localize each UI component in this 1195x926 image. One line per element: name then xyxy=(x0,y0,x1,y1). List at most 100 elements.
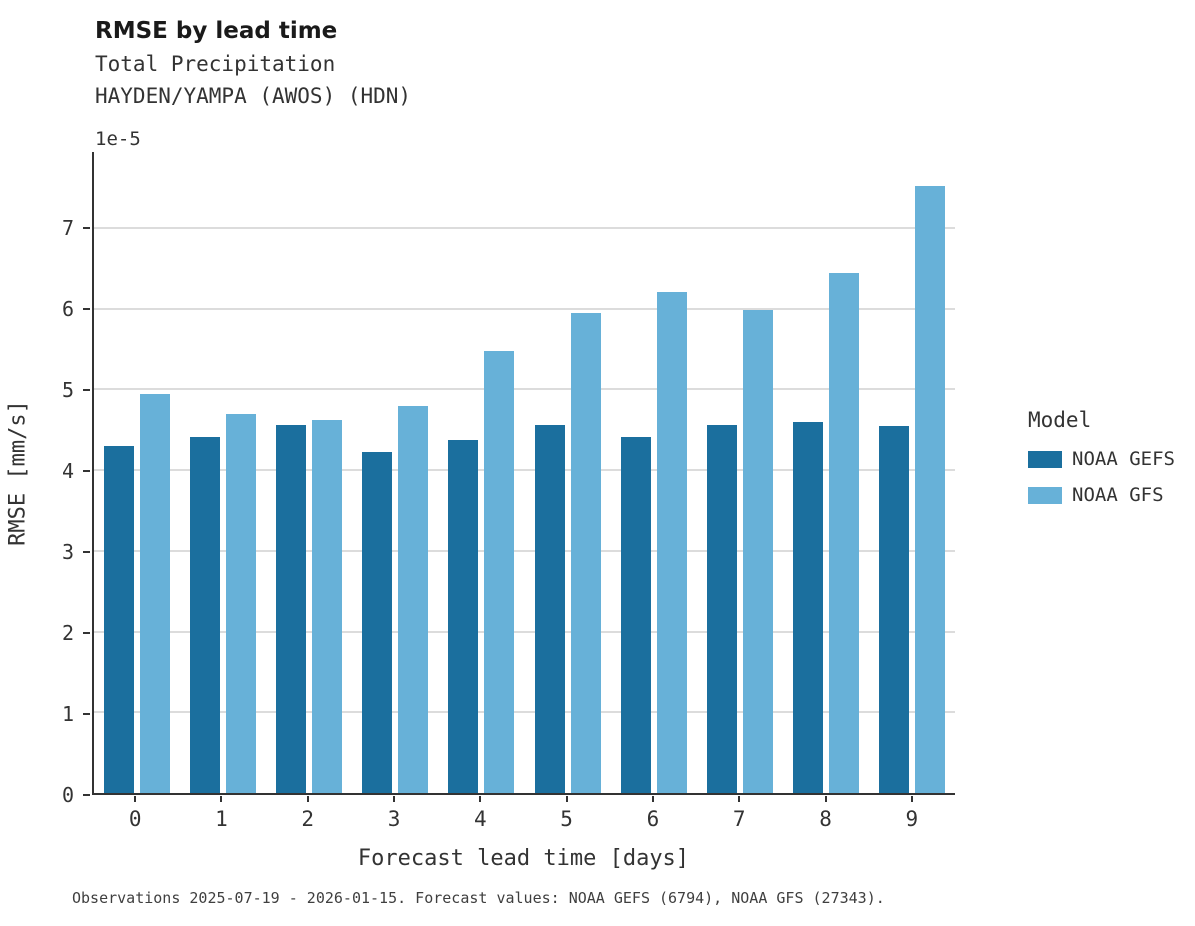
bar-noaa-gfs xyxy=(656,291,687,793)
legend-entry: NOAA GFS xyxy=(1028,484,1175,506)
bar-group xyxy=(94,152,180,793)
x-tick-label: 8 xyxy=(819,807,832,831)
legend-label: NOAA GEFS xyxy=(1072,448,1175,470)
bar-noaa-gefs xyxy=(706,424,737,793)
y-axis-ticks: 0 1 2 3 4 5 6 7 xyxy=(0,152,90,807)
gridline xyxy=(94,307,955,310)
legend-swatch xyxy=(1028,450,1062,468)
x-tick-mark xyxy=(134,796,137,802)
chart-subtitle-variable: Total Precipitation xyxy=(95,52,336,76)
x-tick-mark xyxy=(824,796,827,802)
x-tick-mark xyxy=(565,796,568,802)
bar-noaa-gefs xyxy=(878,426,909,793)
x-tick: 1 xyxy=(178,796,264,831)
y-tick: 2 xyxy=(62,621,90,645)
x-tick: 4 xyxy=(437,796,523,831)
y-tick-mark xyxy=(83,308,90,311)
bar-noaa-gfs xyxy=(484,350,515,793)
y-tick-label: 3 xyxy=(61,540,74,565)
y-tick: 6 xyxy=(62,297,90,321)
y-tick-mark xyxy=(83,470,90,473)
legend: Model NOAA GEFS NOAA GFS xyxy=(1028,408,1175,520)
y-tick-label: 5 xyxy=(61,378,74,403)
bar-noaa-gefs xyxy=(448,440,479,793)
plot-area xyxy=(92,152,955,795)
y-tick-mark xyxy=(83,227,90,230)
bar-group xyxy=(352,152,438,793)
bar-noaa-gefs xyxy=(792,421,823,793)
bar-noaa-gefs xyxy=(190,436,221,793)
y-axis-offset-label: 1e-5 xyxy=(95,128,141,150)
bar-noaa-gfs xyxy=(312,420,343,793)
gridline xyxy=(94,469,955,472)
y-tick-mark xyxy=(83,551,90,554)
gridline xyxy=(94,630,955,633)
bar-group xyxy=(180,152,266,793)
gridline xyxy=(94,388,955,391)
bar-noaa-gfs xyxy=(398,405,429,793)
bar-group xyxy=(783,152,869,793)
bar-noaa-gfs xyxy=(742,310,773,793)
x-tick-label: 1 xyxy=(215,807,228,831)
x-tick-label: 3 xyxy=(387,807,401,831)
bar-noaa-gefs xyxy=(620,436,651,793)
bar-noaa-gefs xyxy=(362,451,393,793)
y-tick: 7 xyxy=(62,216,90,240)
y-tick-mark xyxy=(83,632,90,635)
y-tick-label: 7 xyxy=(61,216,74,241)
x-tick-label: 6 xyxy=(646,807,660,831)
bar-noaa-gefs xyxy=(534,424,565,793)
x-tick-mark xyxy=(910,796,913,802)
x-tick-mark xyxy=(738,796,741,802)
bar-noaa-gfs xyxy=(140,394,171,793)
y-tick: 3 xyxy=(62,540,90,564)
y-tick: 0 xyxy=(62,783,90,807)
bar-group xyxy=(611,152,697,793)
y-tick: 4 xyxy=(62,459,90,483)
bar-group xyxy=(266,152,352,793)
x-tick-label: 0 xyxy=(128,807,142,831)
bar-group xyxy=(869,152,955,793)
legend-title: Model xyxy=(1028,408,1092,432)
x-tick: 9 xyxy=(869,796,955,831)
bar-noaa-gefs xyxy=(104,445,135,793)
x-tick: 6 xyxy=(610,796,696,831)
y-tick-label: 0 xyxy=(61,783,74,807)
gridlines xyxy=(94,152,955,793)
bar-group xyxy=(697,152,783,793)
y-tick-mark xyxy=(83,713,90,716)
bar-groups xyxy=(94,152,955,793)
chart-title: RMSE by lead time xyxy=(95,18,338,44)
y-tick: 1 xyxy=(62,702,90,726)
x-tick: 8 xyxy=(782,796,868,831)
bar-noaa-gefs xyxy=(276,424,307,793)
chart-subtitle-station: HAYDEN/YAMPA (AWOS) (HDN) xyxy=(95,84,412,108)
x-tick: 2 xyxy=(265,796,351,831)
x-tick-mark xyxy=(479,796,482,802)
y-tick-label: 4 xyxy=(61,459,74,484)
x-tick-mark xyxy=(306,796,309,802)
x-tick-label: 4 xyxy=(474,807,487,831)
y-tick: 5 xyxy=(62,378,90,402)
y-axis-label: RMSE [mm/s] xyxy=(5,400,31,546)
bar-group xyxy=(524,152,610,793)
y-tick-label: 1 xyxy=(61,702,74,727)
x-tick-label: 7 xyxy=(732,807,746,831)
x-tick-label: 9 xyxy=(905,807,919,831)
x-tick-mark xyxy=(651,796,654,802)
x-tick: 5 xyxy=(523,796,609,831)
x-tick-mark xyxy=(220,796,223,802)
bar-noaa-gfs xyxy=(226,413,257,793)
y-tick-label: 2 xyxy=(61,621,74,646)
legend-label: NOAA GFS xyxy=(1072,484,1164,506)
y-tick-label: 6 xyxy=(61,297,74,322)
gridline xyxy=(94,549,955,552)
legend-entry: NOAA GEFS xyxy=(1028,448,1175,470)
x-tick: 3 xyxy=(351,796,437,831)
x-tick: 7 xyxy=(696,796,782,831)
bar-noaa-gfs xyxy=(914,185,945,793)
legend-entries: NOAA GEFS NOAA GFS xyxy=(1028,448,1175,506)
bar-noaa-gfs xyxy=(828,273,859,793)
y-tick-mark xyxy=(83,389,90,392)
